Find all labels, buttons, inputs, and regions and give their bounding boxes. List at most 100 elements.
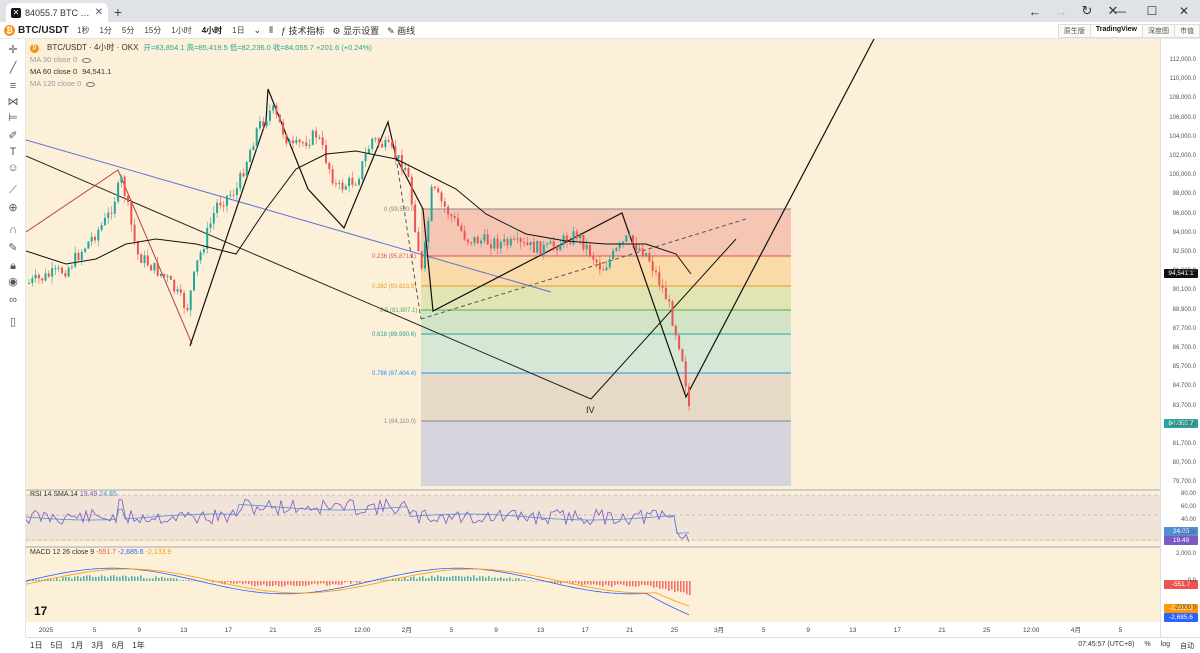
eye-icon[interactable]: ◉ [8,276,18,288]
macd-bar [578,581,580,585]
macd-bar [98,576,100,581]
view-1[interactable]: TradingView [1089,24,1143,38]
legend-ma60: MA 60 close 0 [30,67,78,76]
back-icon[interactable]: ← [1028,3,1042,19]
draw-button[interactable]: ✎ 画线 [387,25,416,36]
crosshair-icon[interactable]: ✛ [8,44,18,56]
candle-body [61,267,63,274]
auto-toggle[interactable]: 自动 [1180,642,1194,650]
range-2[interactable]: 1月 [70,641,84,650]
chevron-down-icon[interactable]: ⌄ [253,24,262,35]
iv-rise-line[interactable] [590,238,737,400]
macd-bar [569,581,571,583]
link-icon[interactable]: ∞ [9,294,17,306]
macd-bar [587,581,589,585]
log-toggle[interactable]: log [1160,640,1170,648]
macd-bar [665,581,667,589]
macd-bar [383,579,385,581]
price-tick: 98,000.0 [1172,191,1196,198]
forward-icon[interactable]: → [1054,3,1068,19]
candle-body [506,239,509,246]
macd-bar [614,581,616,586]
candle-body [176,289,179,292]
interval-0[interactable]: 1秒 [77,25,90,35]
indicators-button[interactable]: ƒ 技术指标 [280,25,325,36]
candle-body [433,186,436,189]
close-tab-icon[interactable]: ✕ [94,7,103,18]
trendline-icon[interactable]: ╱ [9,62,17,74]
price-axis[interactable]: 94,541.1 84,055.7 24.85 19.49 -551.7 -2,… [1160,39,1200,637]
rsi-tick: 80.00 [1180,491,1196,497]
price-tick: 81,700.0 [1172,441,1196,447]
macd-bar [515,578,517,581]
eye-icon[interactable] [82,57,92,63]
lower-channel-line[interactable] [26,155,592,400]
candle-body [189,290,192,311]
candle-body [146,255,149,266]
zoom-icon[interactable]: ⊕ [8,202,18,214]
extension-icon[interactable]: ✕ [1107,3,1119,18]
pattern-icon[interactable]: ⋈ [7,96,19,108]
dashed-retrace-line[interactable] [395,156,422,320]
lock-icon[interactable]: 🔒︎ [10,260,16,272]
browser-tab[interactable]: ✕ 84055.7 BTC USDT 现货交易 | ... ✕ [6,3,108,22]
macd-bar [440,576,442,581]
interval-5[interactable]: 4小时 [201,25,223,35]
new-tab-button[interactable]: + [113,4,123,20]
fib-icon[interactable]: ⊨ [8,112,18,124]
macd-bar [635,581,637,587]
range-3[interactable]: 3月 [91,641,104,650]
macd-bar [302,581,304,586]
minimize-button[interactable]: — [1114,4,1126,18]
candle-body [295,139,298,144]
display-settings-button[interactable]: ⚙ 显示设置 [332,25,380,36]
interval-2[interactable]: 5分 [121,25,135,35]
red-wave-line[interactable] [26,169,193,345]
range-5[interactable]: 1年 [132,641,145,650]
candle-type-icon[interactable]: ⫴ [269,24,273,35]
candle-body [242,173,245,177]
eye-icon[interactable] [86,81,96,87]
range-0[interactable]: 1日 [30,641,43,650]
candle-body [509,238,512,246]
interval-4[interactable]: 1小时 [171,25,192,35]
brush-icon[interactable]: ✐ [8,130,18,142]
percent-toggle[interactable]: % [1144,640,1151,648]
chart-area[interactable]: 0 (99,500.0) 0.236 (95,871.1) 0.382 (93,62… [26,39,1160,637]
range-4[interactable]: 6月 [111,641,125,650]
reload-icon[interactable]: ↻ [1081,3,1093,18]
interval-1[interactable]: 1分 [99,25,112,35]
view-2[interactable]: 深度图 [1142,24,1175,38]
maximize-button[interactable]: ☐ [1146,4,1158,18]
interval-3[interactable]: 15分 [144,25,162,35]
parallel-lines-icon[interactable]: ≡ [9,80,17,92]
candle-body [424,242,426,269]
interval-6[interactable]: 1日 [232,25,245,35]
dashed-target-line[interactable] [420,218,747,320]
magnet-icon[interactable]: ∩ [9,224,17,236]
macd-bar [179,580,181,581]
emoji-icon[interactable]: ☺ [7,162,19,174]
chart-canvas[interactable]: 0 (99,500.0) 0.236 (95,871.1) 0.382 (93,62… [26,39,1160,637]
macd-bar [386,579,388,581]
macd-bar [680,581,682,593]
blue-trendline[interactable] [26,139,552,293]
candle-body [440,192,443,202]
range-1[interactable]: 5日 [50,641,63,650]
macd-bar [473,575,475,581]
window-close-button[interactable]: ✕ [1178,4,1190,18]
view-3[interactable]: 市值 [1174,24,1200,38]
macd-bar [629,581,631,587]
stay-draw-icon[interactable]: ✎ [8,242,18,254]
candle-body [559,244,562,251]
text-icon[interactable]: T [9,146,17,158]
trash-icon[interactable]: ▯ [9,316,17,328]
view-0[interactable]: 原生版 [1057,24,1091,38]
fib-label: 0.5 (91,807.1) [380,308,417,314]
ruler-icon[interactable]: ⟋ [9,184,17,196]
macd-bar [593,581,595,585]
macd-bar [431,575,433,581]
symbol-selector[interactable]: ₿ BTC/USDT [0,24,72,36]
macd-bar [488,576,490,581]
rsi-tick: 40.00 [1180,517,1196,523]
